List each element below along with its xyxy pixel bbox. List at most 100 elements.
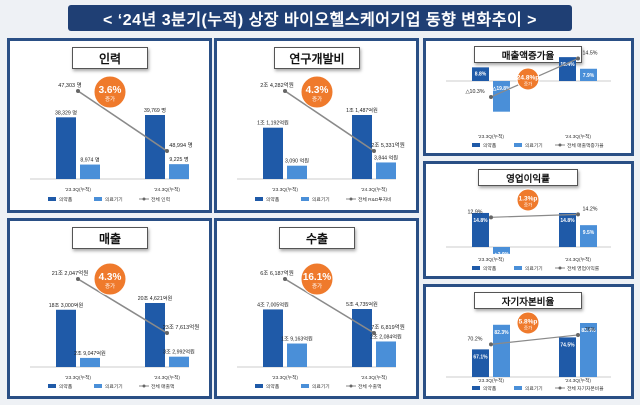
legend-swatch [472, 266, 480, 270]
legend-label: 의약품 [483, 265, 497, 272]
change-value: 5.8%p [519, 319, 538, 326]
chart-svg: 67.1% 74.5% 82.3% 83.4% 70.2% 76% 5.8%p증가 '23.3… [446, 311, 611, 392]
legend-swatch [514, 266, 522, 270]
bar-device [580, 323, 597, 377]
change-value: 16.1% [303, 272, 331, 283]
panel-personnel: 인력 38,329 명 39,769 명 8,974 명 9,225 명 47,303 명… [7, 38, 212, 213]
legend-swatch [472, 386, 480, 390]
total-label: 76% [585, 327, 596, 333]
x-tick-label: '24.3Q(누적) [565, 133, 591, 140]
data-label: 7.9% [583, 73, 595, 79]
chart-svg: 14.8% 14.8% △3.0% 9.5% 12.9% 14.2% 1.3%p증가 '23.… [446, 188, 611, 272]
legend-swatch [349, 197, 353, 201]
change-value: 1.3%p [519, 196, 538, 203]
change-badge [300, 75, 334, 109]
legend-swatch [255, 384, 263, 388]
change-label: 증가 [105, 95, 115, 103]
data-label: 1조 9,163억원 [281, 335, 313, 343]
x-tick-label: '24.3Q(누적) [565, 377, 591, 384]
legend-label: 전체 자기자본비율 [567, 385, 604, 392]
data-label: 38,329 명 [55, 109, 77, 116]
bar-pharma [472, 349, 489, 377]
x-tick-label: '24.3Q(누적) [361, 374, 387, 381]
data-label: △3.0% [493, 252, 510, 258]
legend-swatch [472, 143, 480, 147]
data-label: 1조 1,192억원 [257, 119, 289, 127]
data-label: 83.4% [581, 328, 596, 334]
total-point [76, 89, 80, 93]
total-point [283, 89, 287, 93]
total-line [77, 90, 168, 152]
change-label: 증가 [105, 282, 115, 290]
legend-label: 의료기기 [105, 196, 123, 203]
legend-swatch [514, 143, 522, 147]
data-label: 39,769 명 [144, 107, 166, 114]
panel-title: 수출 [279, 227, 355, 249]
bar-device [493, 81, 510, 112]
change-label: 증가 [524, 202, 532, 209]
x-tick-label: '24.3Q(누적) [154, 186, 180, 193]
data-label: 82.3% [494, 330, 509, 336]
data-label: 8,974 명 [80, 157, 99, 164]
x-tick-label: '23.3Q(누적) [65, 186, 91, 193]
total-line [490, 213, 579, 218]
total-label: 21조 2,047억원 [52, 269, 89, 277]
legend-swatch [255, 197, 263, 201]
legend-label: 전체 영업이익률 [567, 265, 600, 272]
bar-pharma [56, 309, 76, 367]
bar-device [80, 164, 100, 179]
legend-swatch [514, 386, 522, 390]
change-label: 증가 [524, 81, 532, 88]
legend-label: 의료기기 [312, 196, 330, 203]
change-badge [93, 75, 127, 109]
legend-label: 전체 수출액 [358, 383, 381, 390]
total-point [165, 149, 169, 153]
legend-swatch [558, 386, 562, 390]
legend-label: 전체 매출액증가율 [567, 142, 604, 149]
data-label: 5조 4,735억원 [346, 300, 378, 308]
chart-svg: 18조 3,000억원 20조 4,621억원 2조 9,047억원 3조 2,992… [30, 262, 199, 390]
total-line [284, 90, 375, 152]
data-label: 20조 4,621억원 [138, 294, 173, 302]
panel-title: 자기자본비율 [474, 292, 582, 309]
total-label: 47,303 명 [58, 82, 81, 89]
bar-device [169, 356, 189, 367]
legend-label: 전체 R&D투자비 [358, 196, 392, 203]
bar-pharma [352, 309, 372, 367]
data-label: 67.1% [473, 354, 488, 360]
x-tick-label: '23.3Q(누적) [65, 374, 91, 381]
total-label: 48,994 명 [169, 142, 192, 149]
bar-pharma [263, 309, 283, 367]
data-label: 74.5% [560, 342, 575, 348]
bar-pharma [472, 212, 489, 247]
total-point [489, 215, 493, 220]
change-label: 증가 [312, 95, 322, 103]
panel-title: 인력 [72, 47, 148, 69]
bar-pharma [263, 127, 283, 179]
data-label: 3조 2,992억원 [163, 348, 195, 356]
total-point [283, 277, 287, 281]
data-label: △19.8% [491, 86, 511, 92]
chart-svg: 1조 1,192억원 1조 1,487억원 3,090 억원 3,844 억원 2조 4… [237, 75, 405, 203]
chart-svg: 4조 7,005억원 5조 4,735억원 1조 9,163억원 2조 2,084억원… [237, 262, 405, 390]
bar-device [580, 225, 597, 247]
panel-title: 매출 [72, 227, 148, 249]
legend-label: 의약품 [59, 383, 73, 390]
chart-svg: 38,329 명 39,769 명 8,974 명 9,225 명 47,303 명 48… [30, 75, 193, 203]
change-label: 증가 [312, 282, 322, 290]
change-badge [300, 262, 334, 296]
total-label: 6조 6,187억원 [260, 269, 294, 277]
panel-sales-growth: 매출액증가율 8.8% 15.4% △19.8% 7.9% △10.3% 14.5% 24.8… [423, 38, 634, 156]
panel-title: 매출액증가율 [474, 46, 582, 63]
bar-device [580, 68, 597, 81]
bar-device [376, 162, 396, 179]
bar-pharma [145, 115, 165, 179]
change-badge [93, 262, 127, 296]
data-label: 3,844 억원 [374, 153, 398, 161]
x-tick-label: '24.3Q(누적) [565, 256, 591, 263]
legend-swatch [301, 197, 309, 201]
total-point [489, 342, 493, 347]
data-label: 14.8% [560, 218, 575, 224]
bar-device [376, 341, 396, 367]
panel-operating-margin: 영업이익률 14.8% 14.8% △3.0% 9.5% 12.9% 14.2% 1.3%p 증… [423, 161, 634, 279]
